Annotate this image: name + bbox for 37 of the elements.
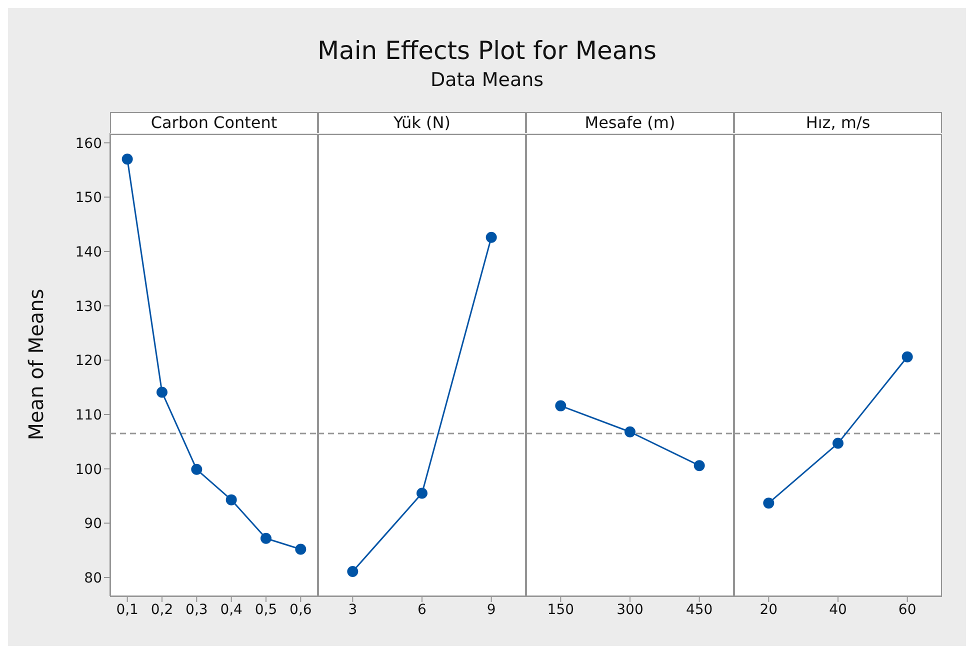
point bbox=[260, 532, 272, 544]
point bbox=[156, 386, 168, 398]
x-axis-title: Hız, m/s bbox=[734, 112, 942, 133]
y-tick-label: 90 bbox=[84, 516, 102, 532]
y-tick-label: 80 bbox=[84, 570, 102, 586]
x-tick-label: 9 bbox=[486, 602, 496, 618]
y-tick-label: 150 bbox=[75, 190, 102, 206]
y-axis-title: Mean of Means bbox=[24, 288, 48, 440]
x-tick-label: 0,1 bbox=[116, 602, 138, 618]
text: Data Means bbox=[429, 69, 545, 91]
x-tick-label: 0,5 bbox=[254, 602, 278, 618]
x-tick-label: 150 bbox=[547, 602, 574, 618]
x-axis-title: Carbon Content bbox=[110, 112, 318, 133]
x-axis-title: Yük (N) bbox=[318, 112, 526, 133]
x-tick-label: 40 bbox=[829, 602, 847, 618]
y-tick-label: 100 bbox=[75, 462, 102, 478]
x-tick-label: 0,4 bbox=[220, 602, 243, 618]
point bbox=[122, 154, 133, 165]
x-tick-label: 20 bbox=[760, 602, 778, 618]
x-tick-label: 60 bbox=[898, 602, 916, 618]
x-tick-label: 450 bbox=[686, 602, 713, 618]
x-tick-label: 0,3 bbox=[186, 602, 208, 618]
y-tick-label: 110 bbox=[75, 407, 102, 424]
point bbox=[191, 464, 202, 475]
y-tick-label: 120 bbox=[75, 353, 102, 370]
x-tick-label: 3 bbox=[348, 602, 358, 618]
x-axis-title: Mesafe (m) bbox=[526, 112, 734, 133]
x-tick-label: 300 bbox=[616, 602, 644, 618]
point bbox=[295, 544, 306, 555]
x-tick-label: 0,6 bbox=[290, 602, 312, 618]
y-tick-label: 130 bbox=[75, 298, 102, 315]
y-tick-label: 140 bbox=[75, 244, 102, 260]
y-tick-label: 160 bbox=[75, 136, 102, 152]
x-tick-label: 0,2 bbox=[150, 602, 174, 618]
text: Main Effects Plot for Means bbox=[316, 36, 658, 65]
point bbox=[226, 494, 237, 506]
x-tick-label: 6 bbox=[418, 602, 427, 618]
